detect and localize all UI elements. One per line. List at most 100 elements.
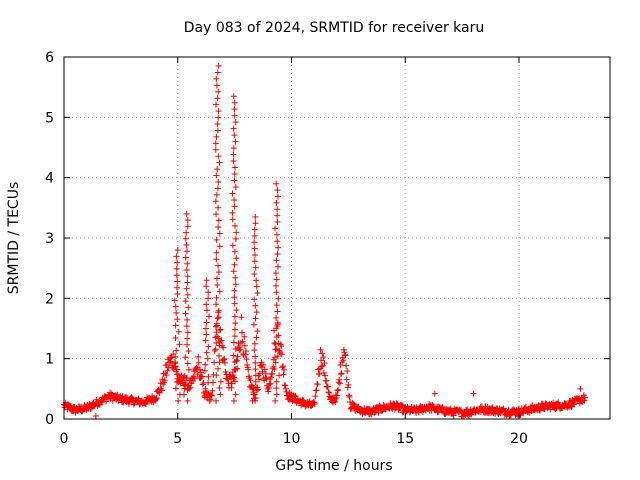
data-point — [231, 171, 238, 178]
data-point — [213, 133, 220, 140]
data-point — [372, 408, 379, 415]
data-point — [183, 266, 190, 273]
data-point — [232, 138, 239, 145]
data-point — [252, 353, 259, 360]
data-point — [242, 351, 249, 358]
data-point — [291, 393, 298, 400]
data-point — [344, 384, 351, 391]
data-point — [214, 365, 221, 372]
data-point — [273, 385, 280, 392]
data-point — [273, 334, 280, 341]
data-point — [376, 403, 383, 410]
data-point — [265, 388, 272, 395]
data-point — [497, 410, 504, 417]
data-point — [172, 303, 179, 310]
data-point — [221, 359, 228, 366]
data-point — [340, 357, 347, 364]
data-point — [231, 112, 238, 119]
data-point — [570, 400, 577, 407]
data-point — [183, 210, 190, 217]
data-point — [343, 376, 350, 383]
data-point — [158, 387, 165, 394]
data-point — [332, 399, 339, 406]
data-point — [182, 354, 189, 361]
data-point — [321, 359, 328, 366]
data-point — [195, 353, 202, 360]
data-point — [272, 270, 279, 277]
data-point — [214, 127, 221, 134]
data-point — [274, 238, 281, 245]
data-point — [231, 261, 238, 268]
data-point — [252, 264, 259, 271]
data-point — [204, 355, 211, 362]
data-point — [103, 398, 110, 405]
data-point — [251, 258, 258, 265]
y-tick-label: 4 — [45, 171, 54, 187]
data-point — [231, 177, 238, 184]
data-point — [239, 338, 246, 345]
data-point — [153, 395, 160, 402]
data-point — [335, 386, 342, 393]
data-point — [215, 178, 222, 185]
data-point — [202, 325, 209, 332]
data-point — [312, 393, 319, 400]
data-point — [233, 229, 240, 236]
data-point — [233, 307, 240, 314]
data-point — [233, 255, 240, 262]
data-point — [128, 394, 135, 401]
data-point — [153, 395, 160, 402]
data-point — [202, 361, 209, 368]
data-point — [203, 331, 210, 338]
data-point — [203, 277, 210, 284]
data-point — [203, 301, 210, 308]
data-point — [126, 398, 133, 405]
data-point — [215, 217, 222, 224]
data-point — [274, 353, 281, 360]
data-point — [164, 367, 171, 374]
data-point — [337, 371, 344, 378]
data-point — [253, 334, 260, 341]
data-point — [278, 343, 285, 350]
data-point — [215, 307, 222, 314]
data-point — [243, 347, 249, 354]
data-point — [205, 295, 212, 302]
data-point — [217, 326, 224, 333]
data-point — [250, 391, 257, 398]
data-point — [234, 365, 241, 372]
data-point — [274, 308, 281, 315]
data-point — [275, 244, 282, 251]
data-point — [250, 385, 257, 392]
data-point — [274, 193, 281, 200]
data-point — [163, 372, 170, 379]
data-point — [336, 376, 343, 383]
data-point — [251, 245, 258, 252]
data-point — [320, 369, 327, 376]
data-point — [231, 326, 238, 333]
data-point — [344, 368, 351, 375]
data-point — [239, 329, 246, 336]
data-point — [251, 340, 258, 347]
data-point — [175, 328, 182, 335]
data-point — [550, 399, 557, 406]
data-point — [232, 281, 239, 288]
data-point — [313, 387, 320, 394]
data-point — [325, 389, 332, 396]
data-point — [337, 362, 344, 369]
data-point — [231, 287, 238, 294]
data-point — [184, 260, 191, 267]
data-point — [251, 270, 258, 277]
data-point — [231, 378, 238, 385]
data-point — [261, 366, 268, 373]
data-point — [205, 313, 212, 320]
data-point — [241, 342, 248, 349]
data-point — [193, 364, 200, 371]
data-point — [308, 402, 315, 409]
data-point — [273, 231, 280, 238]
data-point — [205, 379, 212, 386]
data-point — [182, 235, 189, 242]
data-point — [184, 397, 191, 404]
data-point — [334, 392, 340, 399]
data-point — [268, 374, 275, 381]
data-point — [262, 375, 269, 382]
data-point — [278, 351, 285, 358]
